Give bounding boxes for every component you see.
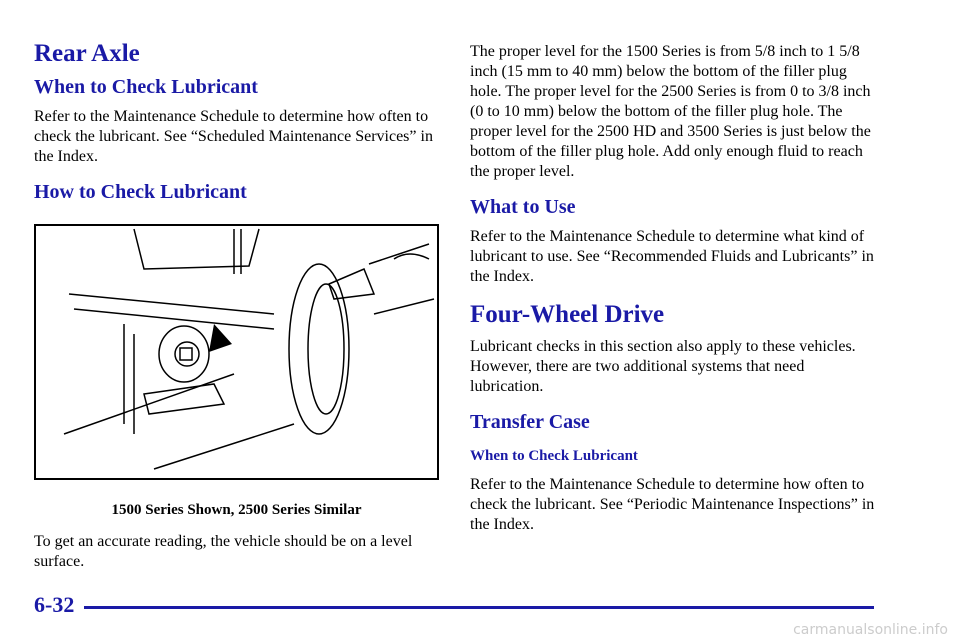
left-column: Rear Axle When to Check Lubricant Refer … bbox=[34, 40, 439, 586]
title: Rear Axle bbox=[34, 40, 140, 67]
title: Four-Wheel Drive bbox=[470, 301, 665, 328]
heading: How to Check Lubricant bbox=[34, 181, 247, 203]
heading: What to Use bbox=[470, 196, 576, 218]
footer-rule bbox=[84, 606, 874, 609]
page-number: 6-32 bbox=[34, 592, 75, 617]
paragraph: Refer to the Maintenance Schedule to det… bbox=[470, 228, 874, 285]
watermark: carmanualsonline.info bbox=[793, 622, 948, 638]
illustration bbox=[34, 224, 439, 480]
paragraph: To get an accurate reading, the vehicle … bbox=[34, 533, 413, 570]
paragraph: Refer to the Maintenance Schedule to det… bbox=[470, 476, 875, 533]
paragraph: Refer to the Maintenance Schedule to det… bbox=[34, 108, 433, 165]
subheading: When to Check Lubricant bbox=[470, 448, 638, 464]
paragraph: The proper level for the 1500 Series is … bbox=[470, 43, 871, 180]
caption: 1500 Series Shown, 2500 Series Similar bbox=[111, 502, 362, 518]
paragraph: Lubricant checks in this section also ap… bbox=[470, 338, 856, 395]
heading: Transfer Case bbox=[470, 411, 590, 433]
heading: When to Check Lubricant bbox=[34, 76, 258, 98]
right-column: The proper level for the 1500 Series is … bbox=[470, 42, 880, 549]
